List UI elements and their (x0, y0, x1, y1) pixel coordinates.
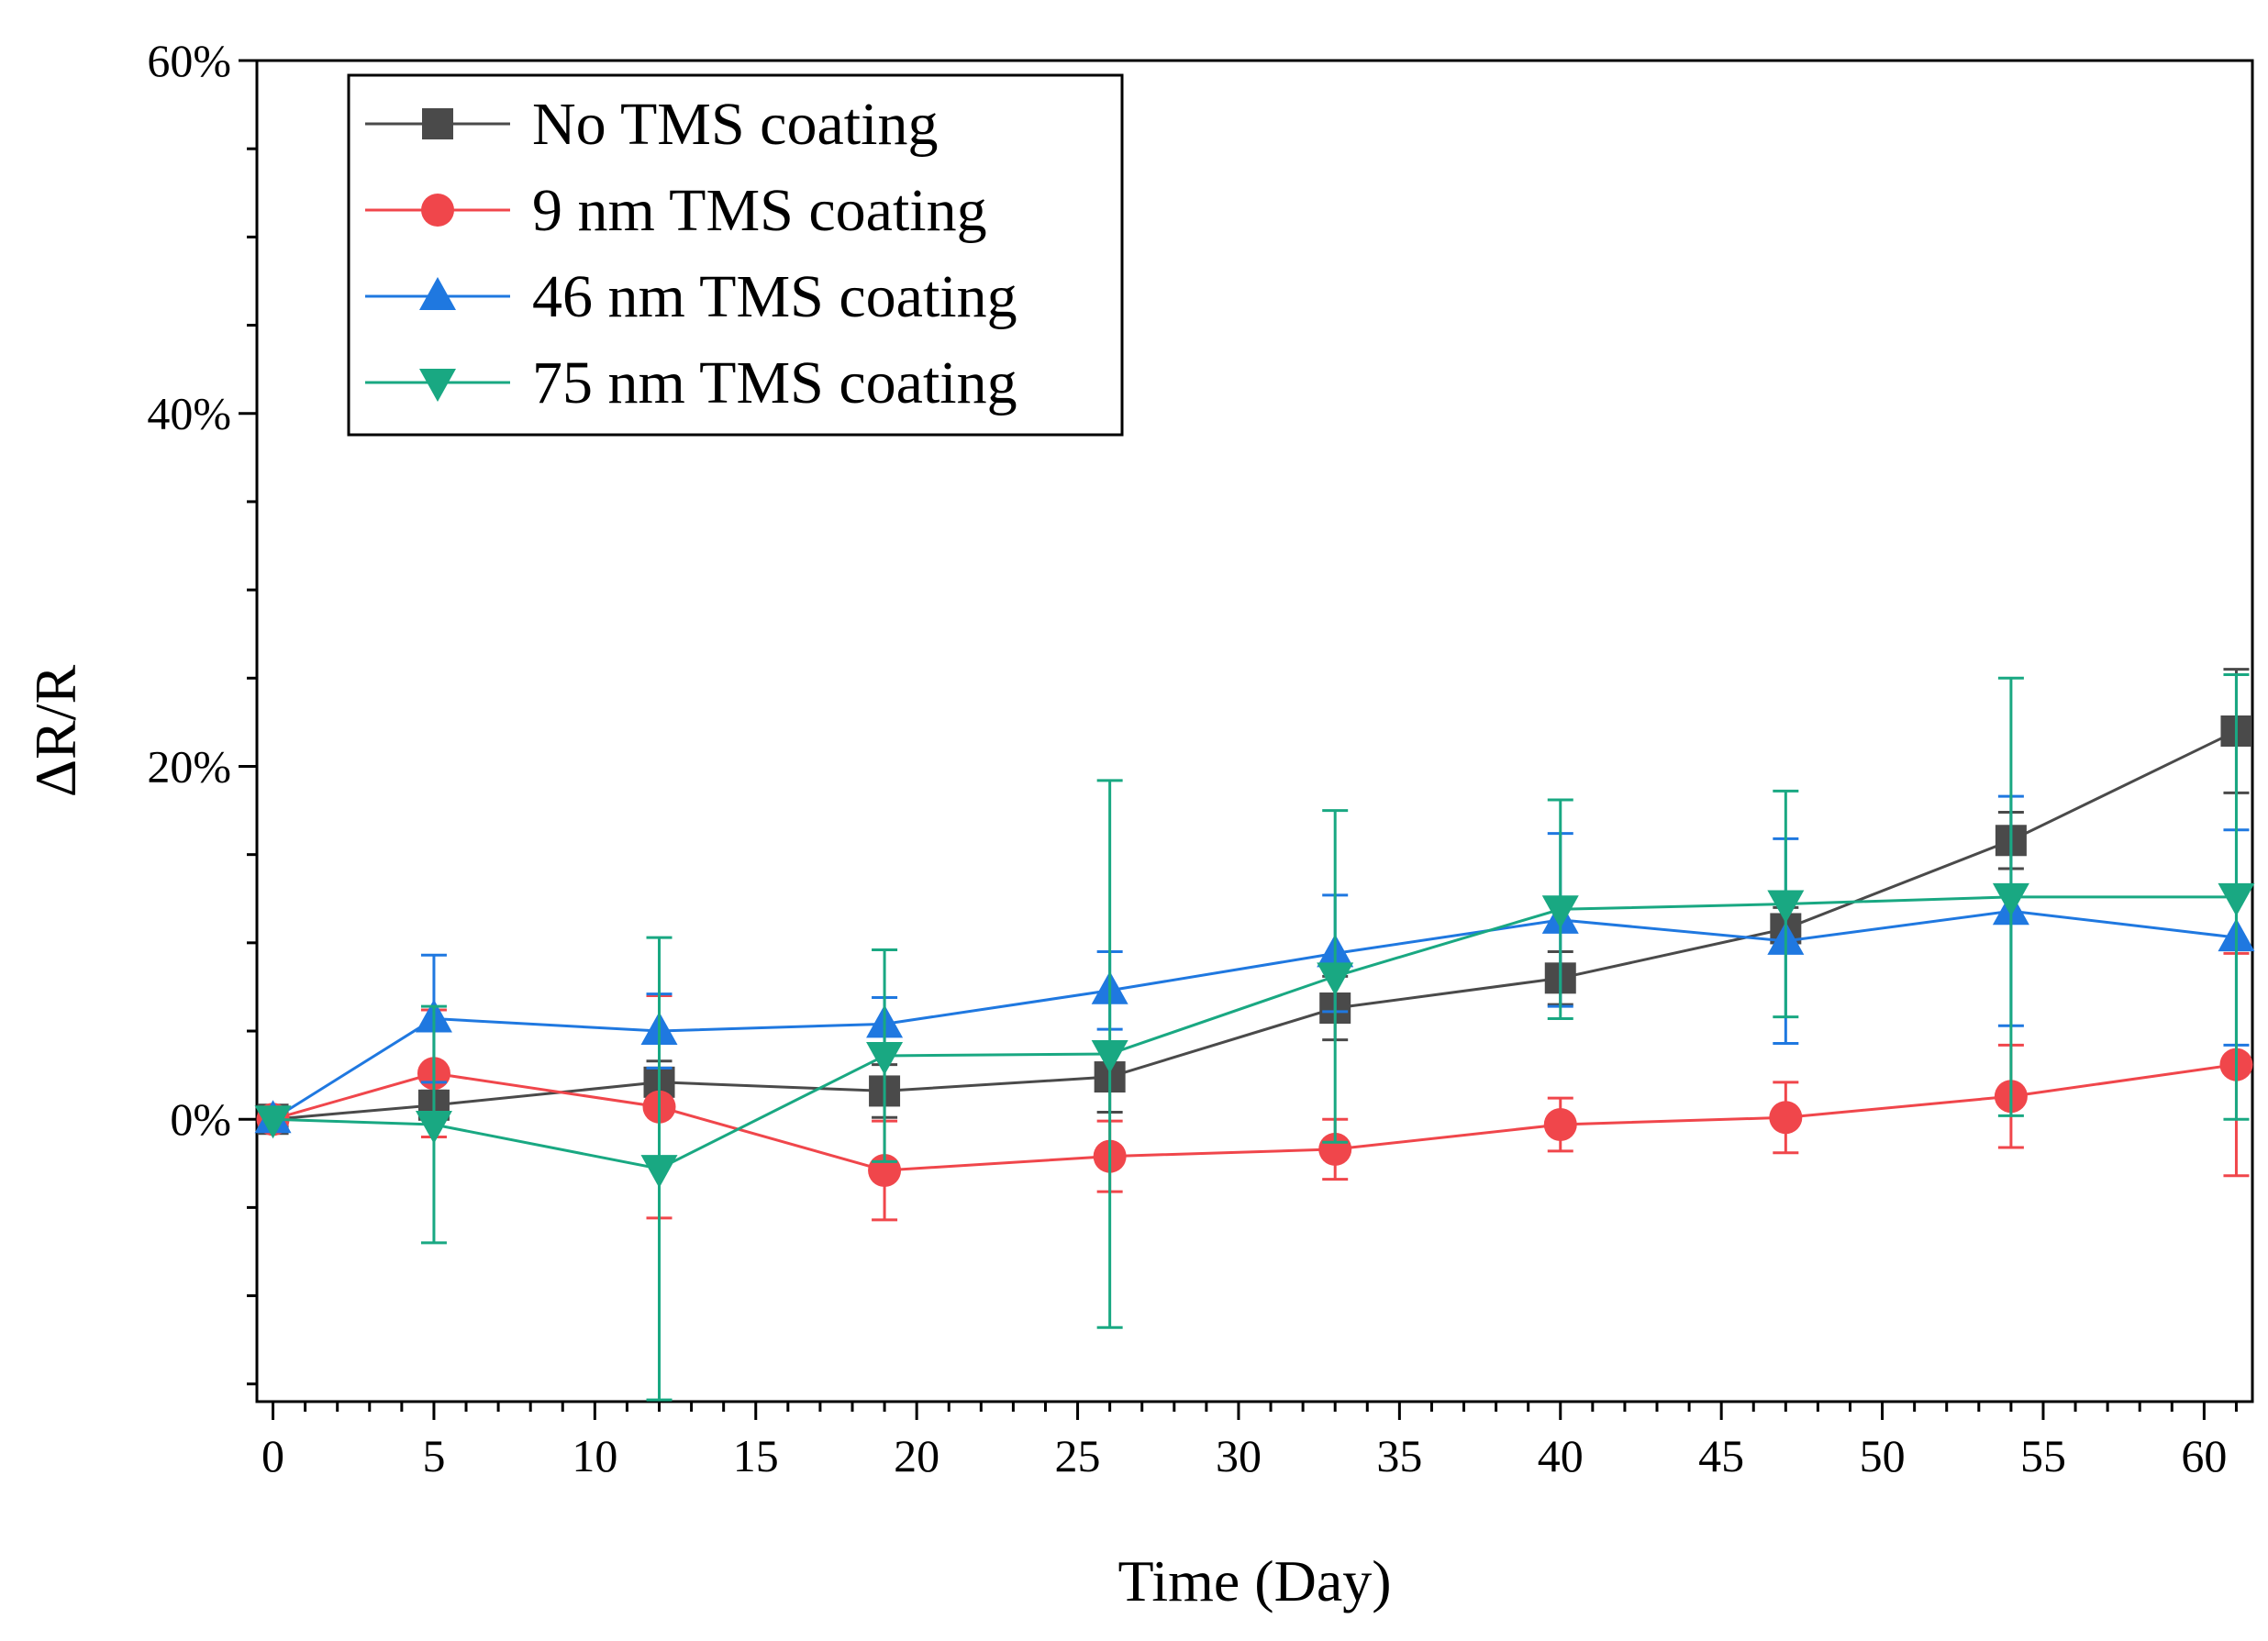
y-axis-tick-labels: 0% 20% 40% 60% (147, 35, 231, 1145)
data-point (1317, 962, 1354, 996)
data-point (1769, 1101, 1803, 1135)
data-point (1992, 882, 2029, 916)
legend-label: 75 nm TMS coating (532, 349, 1017, 416)
series-line (272, 909, 2237, 1121)
x-tick-label: 45 (1698, 1430, 1744, 1481)
legend-marker (419, 277, 456, 310)
data-point (2218, 882, 2255, 916)
data-point (640, 1155, 678, 1189)
x-axis-ticks (272, 1402, 2238, 1420)
x-tick-label: 15 (733, 1430, 779, 1481)
y-tick-label: 60% (147, 35, 231, 86)
legend-marker (419, 369, 456, 402)
y-tick-label: 20% (147, 740, 231, 792)
series-line (272, 1063, 2237, 1172)
series-line (272, 729, 2238, 1121)
legend: No TMS coating 9 nm TMS coating 46 nm TMS … (347, 73, 1124, 437)
y-tick-label: 0% (170, 1093, 231, 1145)
y-tick-label: 40% (147, 388, 231, 439)
data-point (415, 1110, 452, 1144)
plot-area-frame (255, 59, 2254, 1403)
x-tick-label: 60 (2181, 1430, 2227, 1481)
x-tick-label: 50 (1860, 1430, 1906, 1481)
x-tick-label: 55 (2020, 1430, 2066, 1481)
legend-label: No TMS coating (532, 91, 938, 158)
x-axis-tick-labels: 0 5 10 15 20 25 30 35 40 45 50 55 60 (261, 1430, 2227, 1481)
series-4 (254, 672, 2255, 1402)
x-tick-label: 30 (1216, 1430, 1262, 1481)
y-axis-ticks (239, 59, 257, 1386)
legend-marker (422, 108, 453, 139)
x-tick-label: 40 (1538, 1430, 1584, 1481)
x-tick-label: 35 (1376, 1430, 1422, 1481)
legend-label: 9 nm TMS coating (532, 177, 987, 244)
data-point (1541, 895, 1579, 929)
legend-label: 46 nm TMS coating (532, 263, 1017, 330)
y-axis-title: ΔR/R (23, 665, 88, 798)
data-point (1543, 1107, 1577, 1141)
series-layer (254, 668, 2255, 1402)
legend-box (347, 73, 1124, 437)
data-point (866, 1041, 904, 1075)
x-axis-title: Time (Day) (1117, 1548, 1391, 1613)
series-line (272, 895, 2237, 1170)
x-tick-label: 10 (572, 1430, 617, 1481)
x-tick-label: 5 (422, 1430, 445, 1481)
x-tick-label: 20 (894, 1430, 939, 1481)
x-tick-label: 25 (1055, 1430, 1101, 1481)
data-point (1767, 890, 1805, 924)
data-point (1091, 1040, 1128, 1074)
data-point (254, 1105, 292, 1139)
legend-marker (421, 194, 454, 227)
x-tick-label: 0 (261, 1430, 284, 1481)
